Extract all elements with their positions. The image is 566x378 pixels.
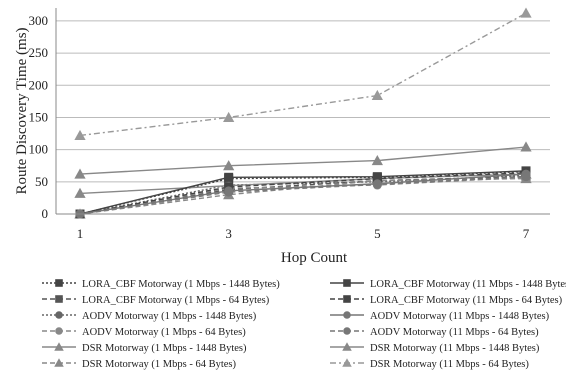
legend-label: LORA_CBF Motorway (1 Mbps - 1448 Bytes)	[82, 279, 280, 290]
data-point-10-0	[74, 168, 86, 179]
legend-item: AODV Motorway (1 Mbps - 64 Bytes)	[42, 327, 246, 338]
data-point-11-2	[371, 89, 383, 101]
legend-swatch-marker	[55, 295, 63, 303]
data-point-7-2	[372, 174, 382, 184]
series-line-6	[79, 170, 527, 215]
series-lines	[79, 12, 527, 215]
legend-item: DSR Motorway (11 Mbps - 64 Bytes)	[330, 358, 529, 370]
y-tick-label: 100	[29, 142, 49, 157]
legend-item: AODV Motorway (1 Mbps - 1448 Bytes)	[42, 311, 257, 322]
data-point-11-1	[223, 111, 235, 122]
data-point-6-1	[224, 172, 234, 182]
legend-item: DSR Motorway (11 Mbps - 1448 Bytes)	[330, 342, 540, 354]
legend-label: DSR Motorway (1 Mbps - 64 Bytes)	[82, 359, 237, 370]
data-point-10-1	[223, 160, 235, 171]
data-point-9-3	[521, 172, 531, 182]
x-axis-title: Hop Count	[281, 250, 348, 266]
x-tick-label: 5	[374, 226, 381, 241]
legend-item: LORA_CBF Motorway (11 Mbps - 64 Bytes)	[330, 295, 563, 306]
legend-label: AODV Motorway (11 Mbps - 1448 Bytes)	[370, 311, 550, 322]
data-point-9-2	[372, 179, 382, 189]
legend-swatch-marker	[343, 327, 351, 335]
legend-swatch-marker	[54, 342, 64, 351]
y-tick-label: 250	[29, 45, 49, 60]
legend-label: DSR Motorway (11 Mbps - 1448 Bytes)	[370, 343, 540, 354]
legend-label: LORA_CBF Motorway (11 Mbps - 1448 Bytes)	[370, 279, 566, 290]
data-point-11-0	[74, 129, 86, 140]
y-axis-title: Route Discovery Time (ms)	[14, 27, 30, 194]
legend-swatch-marker	[343, 295, 351, 303]
data-point-9-1	[224, 187, 234, 197]
legend-swatch-marker	[342, 342, 352, 351]
legend: LORA_CBF Motorway (1 Mbps - 1448 Bytes) L…	[42, 279, 566, 370]
y-tick-label: 150	[29, 109, 49, 124]
legend-item: LORA_CBF Motorway (1 Mbps - 64 Bytes)	[42, 295, 270, 306]
x-tick-label: 7	[523, 226, 530, 241]
legend-swatch-marker	[55, 279, 63, 287]
data-point-4-0	[74, 187, 86, 198]
legend-item: LORA_CBF Motorway (1 Mbps - 1448 Bytes)	[42, 279, 280, 290]
legend-label: DSR Motorway (1 Mbps - 1448 Bytes)	[82, 343, 247, 354]
legend-item: AODV Motorway (11 Mbps - 1448 Bytes)	[330, 311, 550, 322]
y-tick-label: 50	[35, 174, 48, 189]
legend-item: LORA_CBF Motorway (11 Mbps - 1448 Bytes)	[330, 279, 566, 290]
data-point-10-2	[371, 154, 383, 166]
legend-item: AODV Motorway (11 Mbps - 64 Bytes)	[330, 327, 539, 338]
series-line-2	[79, 174, 527, 215]
series-line-9	[79, 175, 527, 215]
legend-item: DSR Motorway (1 Mbps - 64 Bytes)	[42, 358, 237, 370]
legend-swatch-marker	[342, 358, 352, 367]
series-line-7	[79, 172, 527, 215]
x-tick-labels: 1 3 5 7	[77, 226, 530, 241]
gridlines	[56, 20, 550, 183]
x-tick-label: 1	[77, 226, 84, 241]
x-tick-label: 3	[225, 226, 232, 241]
y-tick-label: 0	[42, 206, 49, 221]
legend-swatch-marker	[343, 279, 351, 287]
legend-swatch-marker	[55, 327, 63, 335]
legend-label: AODV Motorway (1 Mbps - 1448 Bytes)	[82, 311, 257, 322]
data-point-10-3	[520, 141, 532, 152]
series-line-10	[79, 146, 527, 175]
data-point-11-3	[520, 7, 532, 18]
y-tick-label: 300	[29, 13, 49, 28]
legend-label: LORA_CBF Motorway (11 Mbps - 64 Bytes)	[370, 295, 563, 306]
y-tick-label: 200	[29, 77, 49, 92]
legend-label: AODV Motorway (11 Mbps - 64 Bytes)	[370, 327, 539, 338]
series-line-11	[79, 12, 527, 137]
series-line-8	[79, 173, 527, 215]
legend-swatch-marker	[54, 358, 64, 367]
y-tick-labels: 0 50 100 150 200 250 300	[29, 13, 49, 221]
legend-swatch-marker	[343, 311, 351, 319]
legend-label: AODV Motorway (1 Mbps - 64 Bytes)	[82, 327, 246, 338]
legend-swatch-marker	[55, 311, 63, 319]
legend-label: LORA_CBF Motorway (1 Mbps - 64 Bytes)	[82, 295, 270, 306]
legend-label: DSR Motorway (11 Mbps - 64 Bytes)	[370, 359, 529, 370]
legend-item: DSR Motorway (1 Mbps - 1448 Bytes)	[42, 342, 247, 354]
